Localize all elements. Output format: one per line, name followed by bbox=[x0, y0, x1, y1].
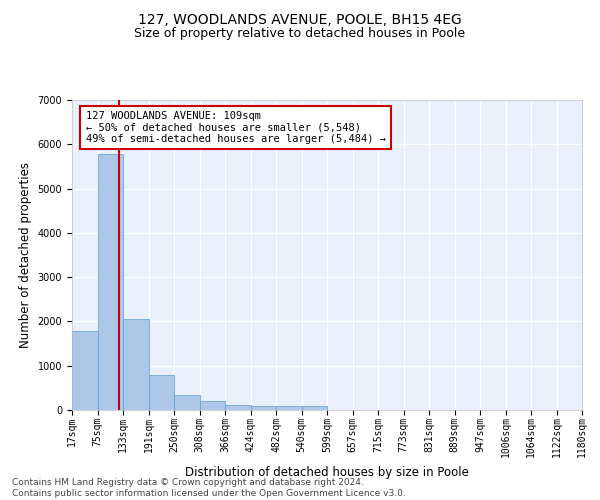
Bar bbox=[251, 406, 276, 410]
Bar bbox=[149, 374, 174, 410]
Bar bbox=[123, 319, 149, 410]
X-axis label: Distribution of detached houses by size in Poole: Distribution of detached houses by size … bbox=[185, 466, 469, 478]
Bar bbox=[72, 331, 97, 410]
Bar bbox=[276, 406, 302, 410]
Text: Contains HM Land Registry data © Crown copyright and database right 2024.
Contai: Contains HM Land Registry data © Crown c… bbox=[12, 478, 406, 498]
Bar bbox=[225, 404, 251, 410]
Bar bbox=[199, 401, 225, 410]
Y-axis label: Number of detached properties: Number of detached properties bbox=[19, 162, 32, 348]
Bar bbox=[302, 406, 327, 410]
Bar bbox=[174, 395, 199, 410]
Text: 127, WOODLANDS AVENUE, POOLE, BH15 4EG: 127, WOODLANDS AVENUE, POOLE, BH15 4EG bbox=[138, 12, 462, 26]
Text: 127 WOODLANDS AVENUE: 109sqm
← 50% of detached houses are smaller (5,548)
49% of: 127 WOODLANDS AVENUE: 109sqm ← 50% of de… bbox=[86, 111, 386, 144]
Text: Size of property relative to detached houses in Poole: Size of property relative to detached ho… bbox=[134, 28, 466, 40]
Bar bbox=[97, 154, 123, 410]
